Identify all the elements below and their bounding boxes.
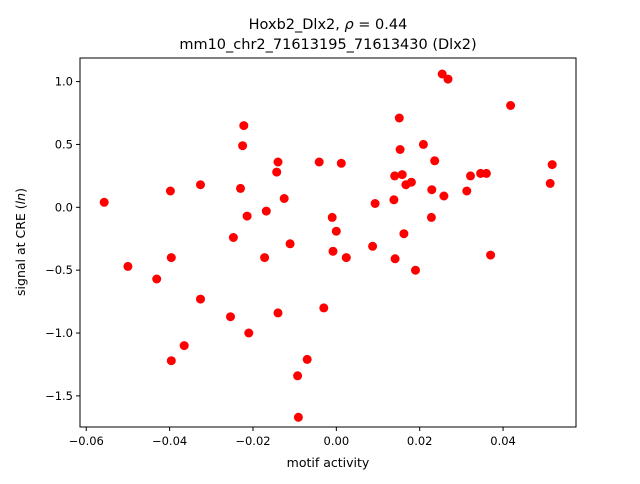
- data-point-51: [443, 74, 453, 84]
- data-point-5: [166, 356, 176, 366]
- x-tick-label: −0.02: [235, 434, 270, 448]
- y-tick-label: 0.5: [55, 137, 73, 151]
- y-tick-label: −1.5: [45, 389, 73, 403]
- data-point-59: [547, 160, 557, 170]
- plot-frame: [79, 57, 577, 428]
- data-point-13: [239, 121, 249, 131]
- y-axis-label-suffix: ): [13, 188, 28, 193]
- data-point-44: [411, 265, 420, 275]
- data-point-17: [261, 206, 271, 216]
- x-tick-label: −0.06: [69, 434, 104, 448]
- data-point-2: [152, 274, 162, 284]
- data-point-52: [462, 186, 472, 196]
- data-point-30: [331, 226, 341, 236]
- data-point-12: [238, 141, 248, 151]
- chart-title-line1: Hoxb2_Dlx2, ρ = 0.44: [249, 17, 408, 33]
- data-point-26: [314, 157, 324, 167]
- data-point-15: [244, 328, 254, 338]
- data-point-25: [302, 354, 312, 364]
- x-tick-label: −0.04: [152, 434, 187, 448]
- data-point-58: [545, 178, 555, 188]
- y-axis-ticks: −1.5 −1.0 −0.5 0.0 0.5 1.0: [45, 75, 80, 403]
- data-point-57: [506, 101, 516, 110]
- chart-title-line2: mm10_chr2_71613195_71613430 (Dlx2): [179, 37, 476, 53]
- data-point-10: [228, 233, 238, 242]
- data-point-56: [486, 250, 496, 260]
- y-tick-label: −1.0: [45, 326, 73, 340]
- data-point-38: [394, 113, 404, 123]
- x-axis-label: motif activity: [287, 455, 370, 470]
- data-point-11: [236, 183, 245, 193]
- data-point-21: [279, 194, 289, 203]
- title-prefix: Hoxb2_Dlx2,: [249, 17, 345, 33]
- data-point-37: [390, 254, 400, 264]
- data-point-22: [285, 239, 295, 249]
- y-tick-label: 1.0: [55, 75, 73, 89]
- y-tick-label: −0.5: [45, 263, 73, 277]
- y-tick-label: 0.0: [55, 200, 73, 214]
- data-point-31: [336, 158, 346, 168]
- points-layer: [99, 69, 557, 422]
- data-point-4: [166, 253, 176, 263]
- data-point-16: [260, 253, 270, 263]
- data-point-0: [99, 197, 109, 207]
- data-point-47: [427, 185, 437, 195]
- data-point-35: [389, 195, 399, 205]
- data-point-28: [327, 212, 337, 222]
- data-point-9: [226, 312, 235, 322]
- title-rho-value: = 0.44: [354, 17, 408, 33]
- data-point-20: [273, 308, 283, 318]
- title-rho-symbol: ρ: [344, 17, 354, 33]
- data-point-18: [272, 167, 282, 177]
- data-point-27: [319, 303, 329, 313]
- data-point-23: [293, 371, 303, 381]
- data-point-36: [390, 171, 400, 181]
- y-axis-label-prefix: signal at CRE (: [13, 204, 28, 296]
- data-point-32: [341, 253, 351, 263]
- y-axis-label-italic: ln: [13, 193, 28, 204]
- data-point-45: [418, 139, 428, 149]
- data-point-53: [466, 171, 475, 181]
- data-point-34: [370, 199, 380, 208]
- y-axis-label: signal at CRE (ln): [13, 188, 28, 296]
- data-point-39: [395, 145, 405, 154]
- data-point-33: [368, 241, 378, 251]
- data-point-6: [179, 341, 189, 351]
- data-point-41: [399, 229, 409, 239]
- data-point-29: [328, 246, 338, 256]
- data-point-7: [196, 180, 205, 190]
- data-point-50: [439, 191, 449, 201]
- data-point-19: [273, 157, 283, 167]
- data-point-24: [293, 412, 303, 422]
- data-point-40: [397, 170, 407, 180]
- data-point-55: [481, 168, 491, 178]
- data-point-46: [426, 212, 436, 222]
- x-tick-label: 0.00: [324, 434, 350, 448]
- x-axis-ticks: −0.06 −0.04 −0.02 0.00 0.02 0.04: [69, 427, 516, 448]
- x-tick-label: 0.04: [490, 434, 516, 448]
- data-point-3: [165, 186, 175, 196]
- data-point-43: [406, 177, 416, 187]
- data-point-49: [437, 69, 447, 79]
- data-point-14: [242, 211, 252, 221]
- x-tick-label: 0.02: [407, 434, 433, 448]
- data-point-1: [123, 261, 133, 271]
- data-point-8: [196, 294, 205, 304]
- data-point-48: [430, 156, 440, 166]
